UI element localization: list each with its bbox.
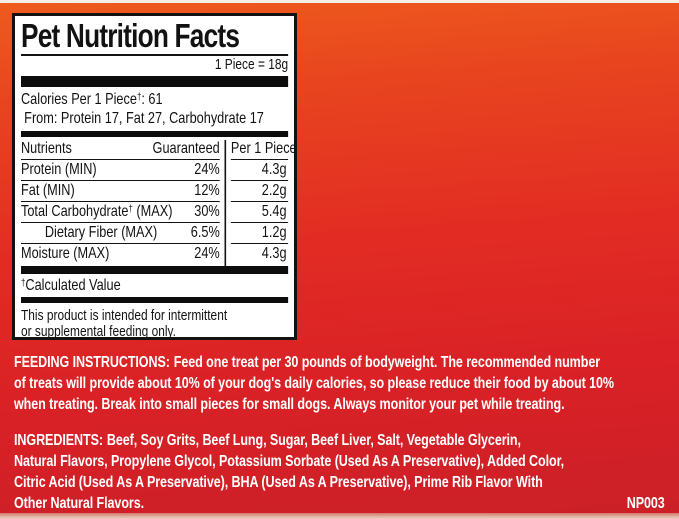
feeding-line: when treating. Break into small pieces f… (14, 396, 565, 413)
separator-bar-thick (21, 76, 289, 87)
footnote: †Calculated Value (21, 277, 288, 294)
separator-bar-medium (21, 131, 289, 137)
ingredients-list: INGREDIENTS: Beef, Soy Grits, Beef Lung, … (14, 430, 679, 514)
nutrient-name-suffix: (MAX) (132, 203, 173, 220)
nutrient-name-text: Dietary Fiber (MAX) (44, 224, 158, 241)
guaranteed-value: 24% (194, 245, 220, 262)
ingredients-heading: INGREDIENTS: (14, 432, 103, 449)
title-rule (21, 54, 289, 56)
feeding-line: FEEDING INSTRUCTIONS: Feed one treat per … (14, 352, 665, 373)
nutrient-row: Total Carbohydrate† (MAX) 30% 5.4g (21, 202, 289, 223)
column-divider (224, 140, 227, 266)
disclaimer-line: or supplemental feeding only. (21, 322, 176, 340)
ingredients-line: Citric Acid (Used As A Preservative), BH… (14, 474, 543, 491)
header-per-piece: Per 1 Piece (230, 139, 297, 160)
dagger-mark: † (136, 92, 142, 103)
guaranteed-value: 30% (194, 203, 220, 220)
separator-bar-thick (21, 266, 289, 274)
nutrition-facts-panel: Pet Nutrition Facts 1 Piece = 18g Calori… (12, 13, 297, 340)
nutrient-row: Protein (MIN) 24% 4.3g (21, 160, 289, 181)
calories-from-line: From: Protein 17, Fat 27, Carbohydrate 1… (24, 110, 264, 127)
top-edge-strip (0, 0, 679, 3)
feeding-instructions: FEEDING INSTRUCTIONS: Feed one treat per … (14, 352, 679, 415)
product-code: NP003 (626, 495, 665, 512)
ingredients-line: Other Natural Flavors. NP003 (14, 493, 665, 514)
footnote-text: Calculated Value (25, 277, 121, 294)
nutrient-name: Protein (MIN) (21, 162, 97, 178)
nutrient-name: Moisture (MAX) (21, 246, 109, 262)
calories-line: Calories Per 1 Piece†: 61 (21, 92, 288, 108)
per-piece-value: 4.3g (230, 160, 289, 181)
nutrient-name: Dietary Fiber (MAX) (21, 225, 157, 241)
nutrient-name: Total Carbohydrate† (MAX) (21, 204, 172, 220)
nutrient-name: Fat (MIN) (21, 183, 75, 199)
header-guaranteed: Guaranteed (152, 140, 220, 157)
nutrient-row: Dietary Fiber (MAX) 6.5% 1.2g (21, 223, 289, 244)
nutrient-name-text: Protein (MIN) (21, 161, 97, 178)
feeding-line: of treats will provide about 10% of your… (14, 375, 614, 392)
per-piece-value: 1.2g (230, 223, 289, 244)
panel-title: Pet Nutrition Facts (21, 17, 240, 54)
nutrient-row: Fat (MIN) 12% 2.2g (21, 181, 289, 202)
bottom-edge-strip (0, 513, 679, 519)
nutrient-row: Moisture (MAX) 24% 4.3g (21, 244, 288, 265)
disclaimer-line: This product is intended for intermitten… (21, 307, 228, 324)
per-piece-value: 4.3g (261, 245, 287, 262)
nutrients-table: Nutrients Guaranteed Per 1 Piece Protein… (21, 139, 297, 266)
serving-size: 1 Piece = 18g (214, 56, 289, 73)
ingredients-line: Natural Flavors, Propylene Glycol, Potas… (14, 453, 565, 470)
nutrient-name-text: Total Carbohydrate (21, 203, 129, 220)
guaranteed-value: 24% (194, 161, 220, 178)
ingredients-line: INGREDIENTS: Beef, Soy Grits, Beef Lung, … (14, 430, 665, 451)
separator-bar-medium (21, 297, 289, 303)
ingredients-text: Other Natural Flavors. (14, 495, 145, 512)
per-piece-value: 2.2g (230, 181, 289, 202)
ingredients-text: Beef, Soy Grits, Beef Lung, Sugar, Beef … (106, 432, 521, 449)
disclaimer: This product is intended for intermitten… (21, 308, 288, 339)
calories-value: : 61 (141, 91, 163, 108)
table-header-row: Nutrients Guaranteed Per 1 Piece (21, 139, 297, 160)
feeding-text: Feed one treat per 30 pounds of bodyweig… (173, 354, 601, 371)
guaranteed-value: 12% (194, 182, 220, 199)
nutrient-name-text: Fat (MIN) (21, 182, 75, 199)
header-nutrients: Nutrients (21, 140, 72, 157)
dagger-mark: † (21, 278, 26, 289)
dagger-mark: † (128, 204, 133, 215)
feeding-heading: FEEDING INSTRUCTIONS: (14, 354, 170, 371)
per-piece-value: 5.4g (230, 202, 289, 223)
nutrient-name-text: Moisture (MAX) (21, 245, 110, 262)
calories-text: Calories Per 1 Piece (21, 91, 137, 108)
guaranteed-value: 6.5% (190, 224, 220, 241)
